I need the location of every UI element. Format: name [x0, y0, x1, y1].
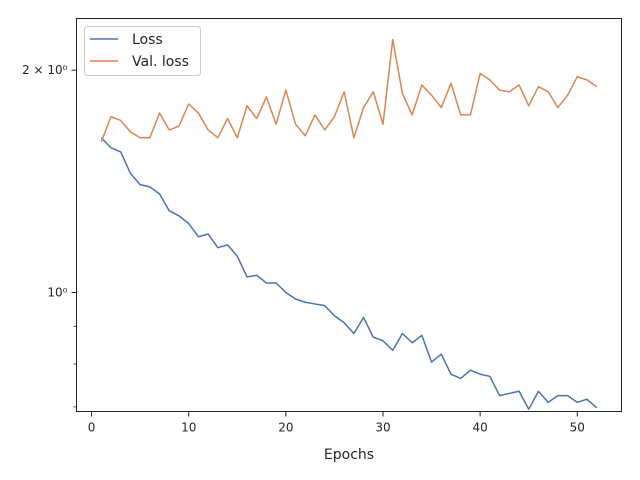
plot-lines	[100, 38, 598, 410]
y-tick-label: 2 × 10⁰	[22, 63, 68, 77]
x-tick-label: 50	[570, 421, 585, 435]
x-tick-label: 30	[375, 421, 390, 435]
series-line-1	[100, 38, 598, 143]
x-tick-label: 20	[278, 421, 293, 435]
y-axis-ticks: 10⁰ 2 × 10⁰	[22, 63, 77, 408]
plot-frame	[76, 18, 622, 412]
x-tick-label: 10	[181, 421, 196, 435]
x-axis-label: Epochs	[324, 447, 374, 463]
y-tick-label: 10⁰	[47, 286, 67, 300]
x-axis-ticks: 0 10 20 30 40 50	[88, 411, 585, 435]
x-tick-label: 40	[473, 421, 488, 435]
legend-label-0: Loss	[132, 32, 163, 48]
legend-label-1: Val. loss	[132, 54, 189, 70]
legend: Loss Val. loss	[84, 26, 201, 76]
x-tick-label: 0	[88, 421, 96, 435]
series-line-0	[100, 137, 598, 410]
